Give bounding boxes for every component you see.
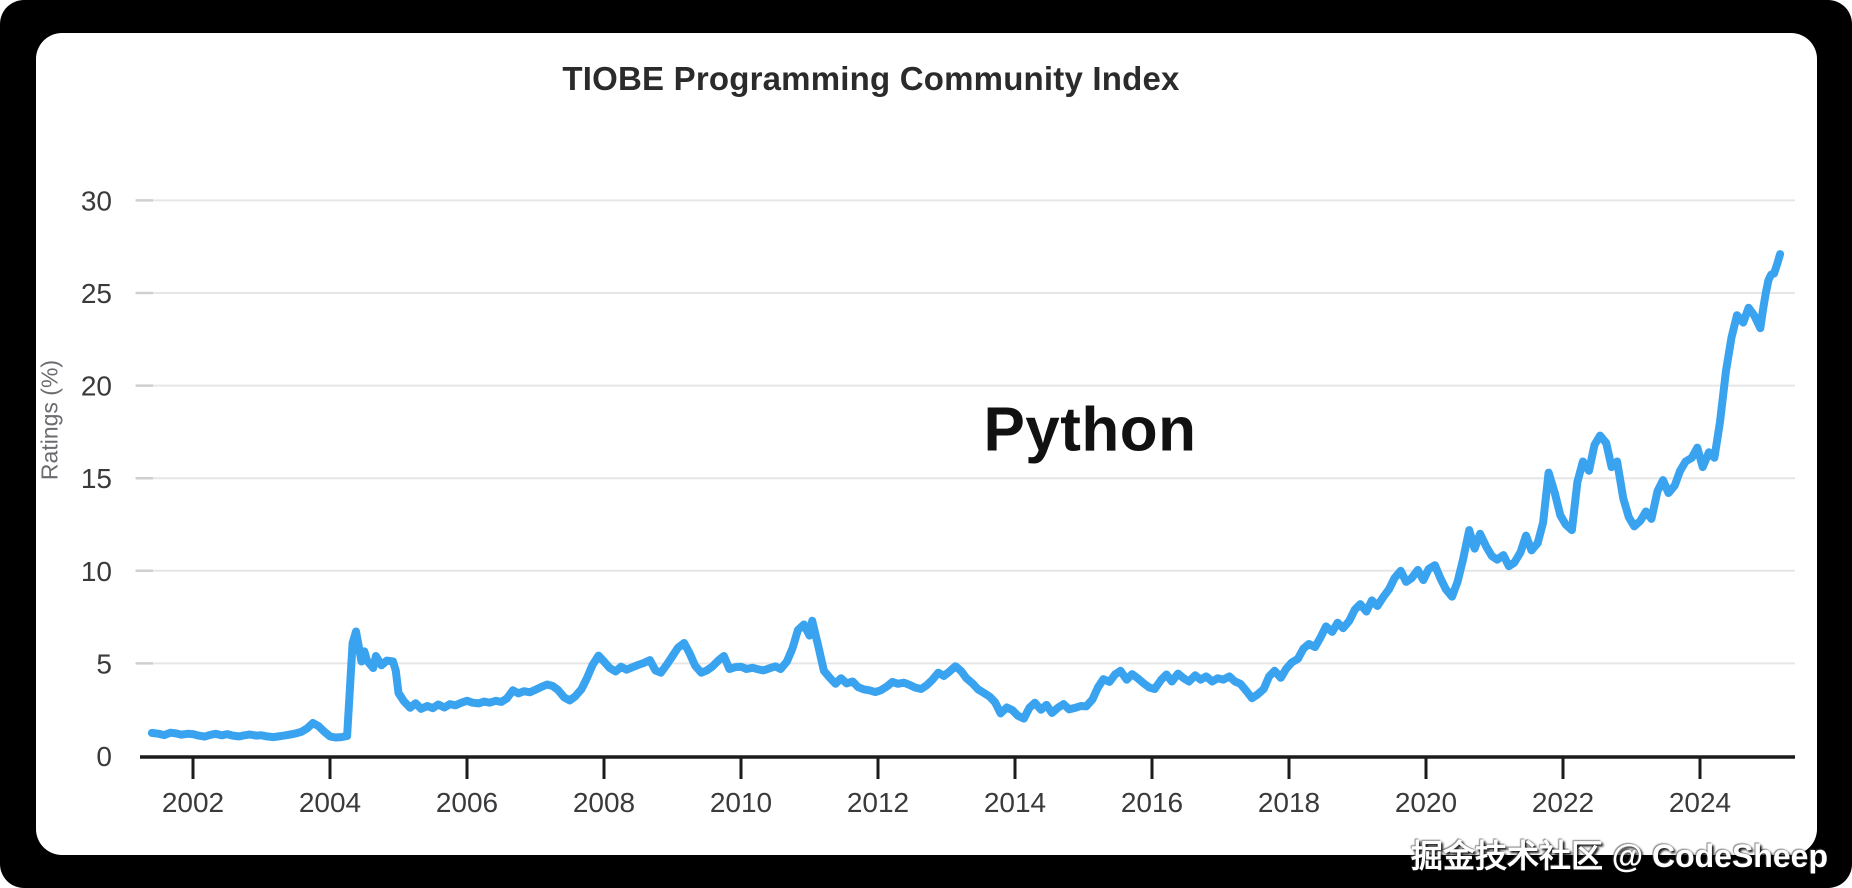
x-tick-label: 2016 (1121, 787, 1183, 818)
watermark: 掘金技术社区 @ CodeSheep (1410, 838, 1828, 874)
chart-title: TIOBE Programming Community Index (562, 60, 1180, 97)
x-tick-label: 2008 (573, 787, 635, 818)
series-line-python (147, 250, 1785, 742)
x-tick-label: 2010 (710, 787, 772, 818)
y-tick-label: 0 (96, 741, 112, 772)
x-tick-label: 2024 (1669, 787, 1731, 818)
y-tick-label: 5 (96, 648, 112, 679)
y-tick-label: 10 (81, 556, 112, 587)
x-tick-label: 2014 (984, 787, 1046, 818)
y-tick-label: 25 (81, 278, 112, 309)
chart-card (36, 33, 1817, 855)
y-tick-label: 30 (81, 185, 112, 216)
x-tick-label: 2012 (847, 787, 909, 818)
x-tick-label: 2022 (1532, 787, 1594, 818)
x-tick-label: 2020 (1395, 787, 1457, 818)
x-tick-label: 2006 (436, 787, 498, 818)
y-axis-title: Ratings (%) (36, 359, 63, 481)
x-tick-label: 2002 (162, 787, 224, 818)
x-tick-label: 2004 (299, 787, 361, 818)
y-tick-label: 20 (81, 371, 112, 402)
x-tick-label: 2018 (1258, 787, 1320, 818)
y-tick-label: 15 (81, 463, 112, 494)
series-label-python: Python (983, 395, 1197, 465)
